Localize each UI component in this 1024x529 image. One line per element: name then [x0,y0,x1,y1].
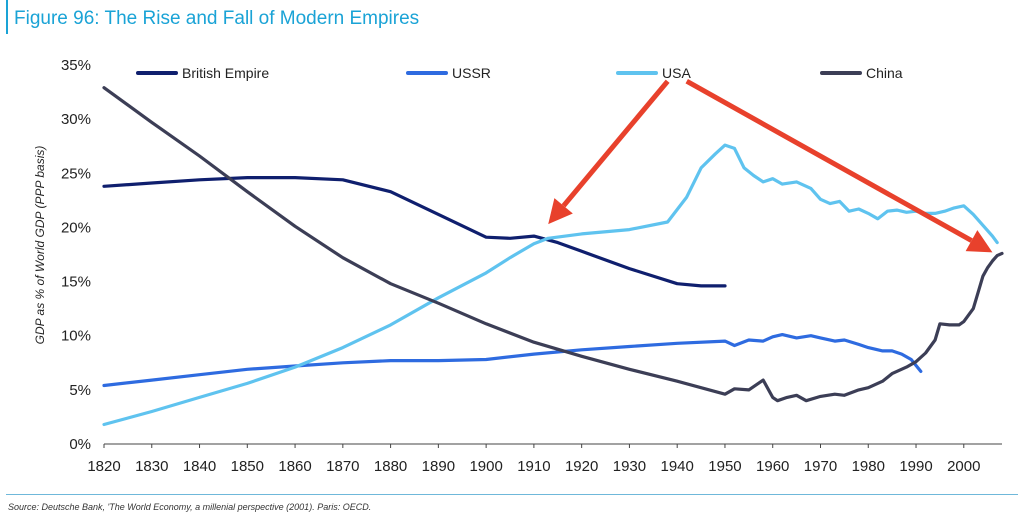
x-tick-label: 2000 [947,458,980,475]
x-tick-label: 1970 [804,458,837,475]
y-tick-label: 35% [61,57,91,74]
footer-rule [6,494,1018,495]
x-ticks: 1820 1830 1840 1850 1860 1870 1880 1890 1900 1910… [87,444,980,475]
x-tick-label: 1950 [708,458,741,475]
x-tick-label: 1920 [565,458,598,475]
legend-label: USSR [452,65,491,81]
arrow-head [548,198,573,225]
y-tick-label: 30% [61,111,91,128]
series-line-usa [102,143,999,427]
y-axis-label: GDP as % of World GDP (PPP basis) [33,146,47,345]
y-tick-label: 25% [61,165,91,182]
x-tick-label: 1940 [661,458,694,475]
annotations [548,79,993,253]
arrow-shaft [561,79,670,208]
source-note: Source: Deutsche Bank, 'The World Econom… [8,502,372,512]
series-layer [102,86,1004,427]
x-tick-label: 1900 [469,458,502,475]
y-axis-label-group: GDP as % of World GDP (PPP basis) [33,146,47,345]
title-bar: Figure 96: The Rise and Fall of Modern E… [6,0,1020,34]
arrow-shaft [685,79,973,243]
legend-label: USA [662,65,691,81]
figure-title: Figure 96: The Rise and Fall of Modern E… [14,8,420,29]
x-tick-label: 1890 [422,458,455,475]
y-tick-label: 20% [61,219,91,236]
legend-label: British Empire [182,65,269,81]
x-tick-label: 1870 [326,458,359,475]
x-tick-label: 1960 [756,458,789,475]
series-line-ussr [102,333,923,388]
series-line-british-empire [102,176,727,288]
x-tick-label: 1850 [231,458,264,475]
y-tick-label: 5% [69,382,91,399]
arrow-head [965,230,993,253]
x-tick-label: 1830 [135,458,168,475]
y-tick-label: 10% [61,328,91,345]
series-line-china [102,86,1004,403]
x-tick-label: 1880 [374,458,407,475]
legend: British Empire USSR USA China [136,65,903,81]
y-tick-label: 0% [69,436,91,453]
y-tick-label: 15% [61,274,91,291]
y-ticks: 0% 5% 10% 15% 20% 25% 30% 35% [61,57,91,453]
x-tick-label: 1930 [613,458,646,475]
x-tick-label: 1860 [278,458,311,475]
x-tick-label: 1840 [183,458,216,475]
x-tick-label: 1820 [87,458,120,475]
x-tick-label: 1980 [852,458,885,475]
x-tick-label: 1990 [899,458,932,475]
x-tick-label: 1910 [517,458,550,475]
legend-label: China [866,65,903,81]
